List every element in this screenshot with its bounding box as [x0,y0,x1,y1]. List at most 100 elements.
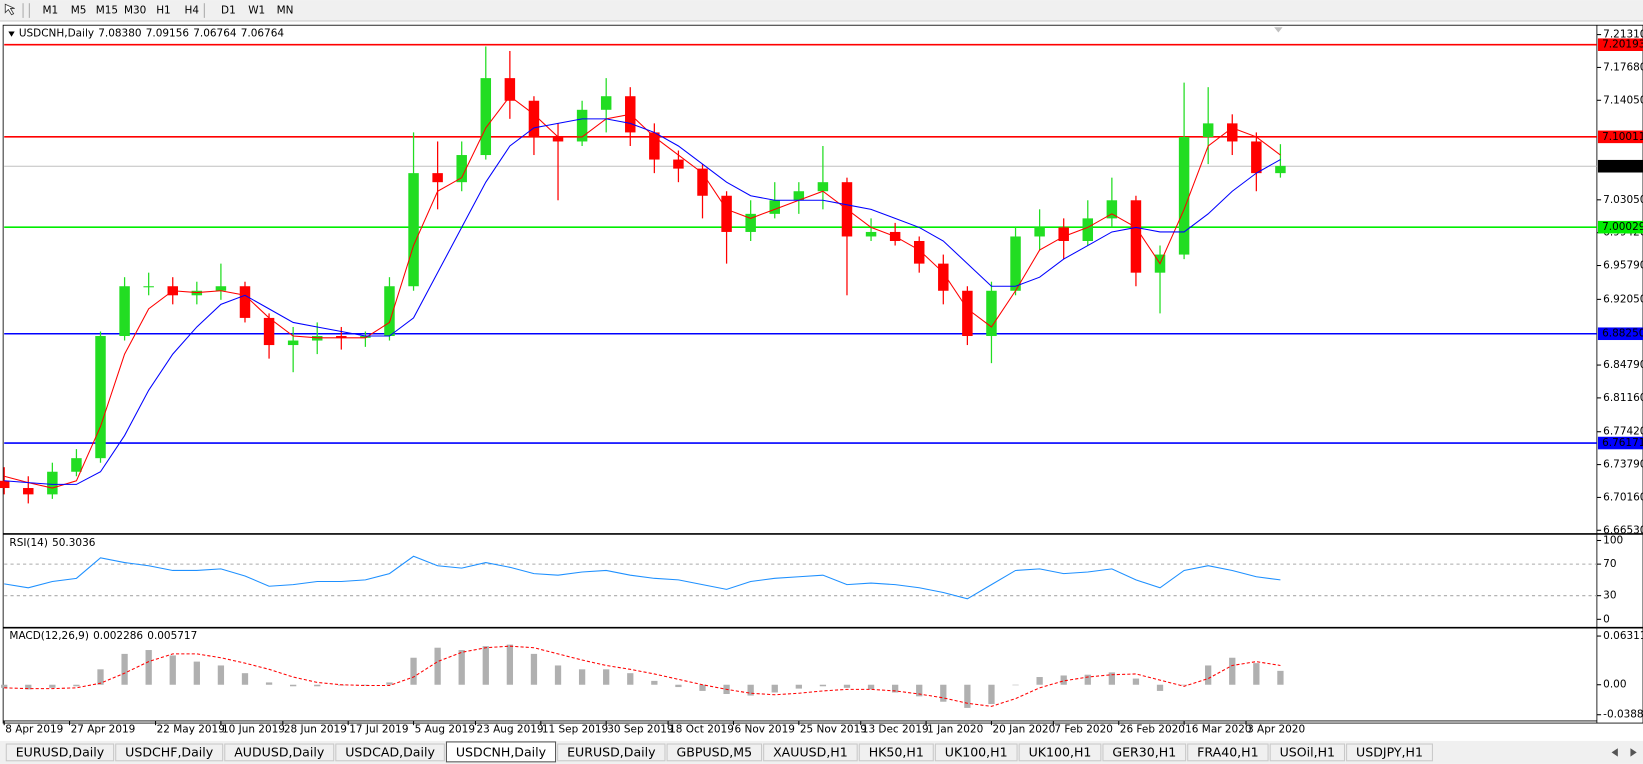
current-price-box [1597,159,1643,173]
timeframe-button[interactable]: D1 [221,5,236,17]
candle-body [552,136,564,142]
macd-histogram-bar [1012,684,1019,686]
candle-body [1275,165,1286,174]
chart-tab[interactable] [858,743,934,762]
chart-tab[interactable] [5,743,115,762]
x-tick-label: 1 Jan 2020 [927,723,983,735]
chart-tab-label[interactable]: UK100,H1 [1029,744,1092,759]
macd-histogram-bar [290,684,297,687]
chart-tab[interactable] [224,743,335,762]
macd-histogram-bar [314,684,321,687]
chart-tab-label[interactable]: USDJPY,H1 [1356,744,1423,759]
y-tick-label: 0 [1603,613,1610,625]
candle-body [263,317,275,346]
chart-tab-label[interactable]: GER30,H1 [1112,744,1176,759]
chart-tab-label[interactable]: USDCAD,Daily [345,744,435,759]
candle-body [1130,200,1142,273]
x-tick-label: 16 Mar 2020 [1185,723,1251,735]
timeframe-button[interactable]: MN [277,5,294,17]
macd-histogram-bar [627,673,634,685]
macd-histogram-bar [843,684,851,688]
chart-tab-label[interactable]: EURUSD,Daily [567,744,656,759]
indicator-label: RSI(14) 50.3036 [9,537,95,549]
chart-tab-label[interactable]: USDCNH,Daily [456,744,547,759]
level-label: 7.10011 [1602,131,1643,143]
chart-tab[interactable] [335,743,445,762]
macd-histogram-bar [1180,684,1188,686]
timeframe-button[interactable]: H4 [184,5,199,17]
macd-histogram-bar [121,653,128,685]
chart-frame [2,24,1643,724]
macd-histogram-bar [25,684,32,690]
macd-histogram-bar [867,684,875,690]
candle-body [119,286,130,337]
timeframe-button[interactable]: M1 [42,5,58,17]
quote-value: 7.06764 [193,28,237,40]
macd-histogram-bar [795,684,802,689]
chart-tab[interactable] [1269,743,1346,762]
indicator-title: MACD(12,26,9) [9,630,89,642]
macd-histogram-bar [1132,678,1140,685]
chart-tab[interactable] [1187,743,1269,762]
macd-histogram-bar [265,682,273,685]
candle-body [793,191,805,201]
chart-tab-label[interactable]: XAUUSD,H1 [773,744,848,759]
chart-tab[interactable] [763,743,858,762]
indicator-label: MACD(12,26,9) 0.002286 0.005717 [9,630,197,642]
chart-tab[interactable] [934,743,1018,762]
x-tick-label: 8 Apr 2019 [5,723,63,735]
macd-histogram-bar [819,684,827,687]
chart-tab-label[interactable]: UK100,H1 [945,744,1008,759]
timeframe-button[interactable]: M15 [96,5,118,17]
chart-tab-label[interactable]: USOil,H1 [1280,744,1335,759]
indicator-title: RSI(14) [9,537,47,549]
indicator-value: 0.005717 [147,630,197,642]
x-tick-label: 17 Jul 2019 [349,723,408,735]
x-tick-label: 5 Aug 2019 [415,723,475,735]
macd-histogram-bar [747,684,754,696]
level-label: 6.88250 [1602,328,1643,340]
cursor-icon[interactable] [4,3,15,16]
symbol-title: USDCNH,Daily [19,28,94,40]
chart-tab-label[interactable]: USDCHF,Daily [125,744,214,759]
indicator-value: 0.002286 [93,630,143,642]
x-tick-label: 13 Dec 2019 [862,723,929,735]
candle-body [336,336,347,338]
y-tick-label: 7.21310 [1603,29,1643,41]
candle-body [697,168,708,196]
y-tick-label: 6.81160 [1603,392,1643,404]
chart-tab[interactable] [666,743,763,762]
level-label: 6.76171 [1602,437,1643,449]
macd-histogram-bar [386,682,393,685]
chart-tab[interactable] [1346,743,1433,762]
macd-histogram-bar [1156,684,1164,691]
level-label-box [1597,38,1643,51]
timeframe-button[interactable]: H1 [156,5,171,17]
chart-tab[interactable] [557,743,666,762]
tab-scroll-right[interactable] [1630,748,1637,757]
chart-menu-arrow[interactable] [8,31,15,37]
chart-tab[interactable] [1102,743,1187,762]
chart-tab-label[interactable]: FRA40,H1 [1197,744,1258,759]
chart-tab-label[interactable]: AUDUSD,Daily [234,744,325,759]
candle-body [384,286,395,337]
quote-value: 7.08380 [98,28,141,40]
symbol-header: USDCNH,Daily 7.08380 7.09156 7.06764 7.06764 [19,28,284,40]
timeframe-button[interactable]: M5 [71,5,87,17]
chart-tab[interactable] [115,743,224,762]
chart-tab[interactable] [445,741,557,763]
candle-body [986,290,997,337]
candle-body [745,213,756,232]
chart-tab-label[interactable]: GBPUSD,M5 [677,744,753,759]
candle-body [1251,141,1262,174]
chart-tab-label[interactable]: HK50,H1 [869,744,924,759]
macd-histogram-bar [964,684,971,708]
chart-tab-label[interactable]: EURUSD,Daily [16,744,105,759]
timeframe-button[interactable]: W1 [248,5,265,17]
y-tick-label: 7.03050 [1603,194,1643,206]
candle-body [769,200,780,214]
timeframe-button[interactable]: M30 [124,5,146,17]
chart-tab[interactable] [1018,743,1102,762]
tab-scroll-left[interactable] [1611,748,1618,757]
